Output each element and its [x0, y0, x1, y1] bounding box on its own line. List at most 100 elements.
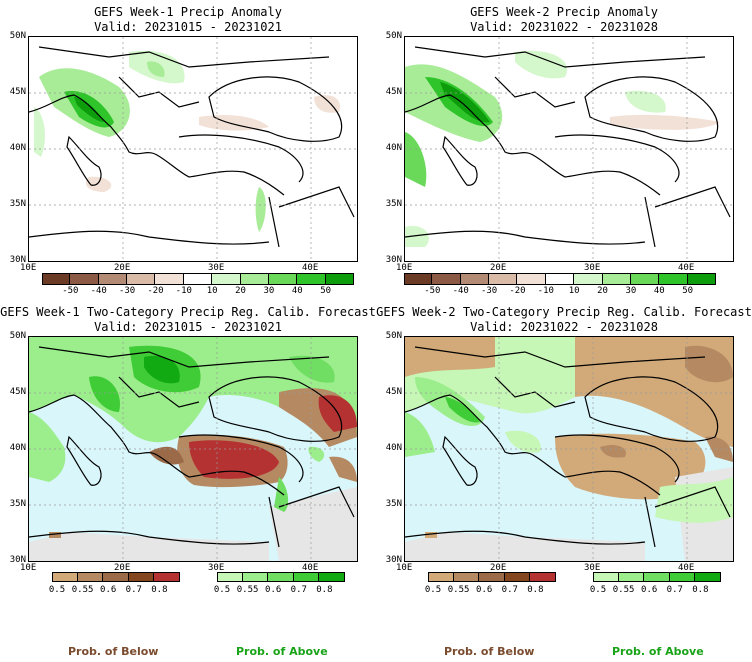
colorbar-label: -50	[424, 286, 441, 296]
colorbar-segment	[217, 572, 243, 582]
panel-week2-anomaly: GEFS Week-2 Precip Anomaly Valid: 202310…	[376, 0, 752, 300]
prob-below-colorbar	[428, 572, 556, 582]
panel-title: GEFS Week-2 Two-Category Precip Reg. Cal…	[376, 305, 752, 319]
lon-tick: 20E	[114, 263, 131, 273]
prob-below-label: Prob. of Below	[444, 645, 535, 658]
prob-below-colorbar-labels: 0.5 0.55 0.6 0.7 0.8	[49, 585, 180, 595]
colorbar-label: 0.55	[612, 585, 635, 595]
prob-below-colorbar	[52, 572, 180, 582]
colorbar-label: 0.5	[213, 585, 231, 595]
lon-tick: 40E	[302, 563, 319, 573]
lon-tick: 40E	[678, 263, 695, 273]
colorbar-label: -20	[509, 286, 526, 296]
panel-title: GEFS Week-1 Precip Anomaly	[94, 5, 282, 19]
colorbar-label: 0.5	[48, 585, 66, 595]
colorbar-segment	[128, 572, 155, 582]
colorbar-segment	[695, 572, 721, 582]
colorbar-label: 30	[625, 286, 637, 296]
lat-tick: 40N	[9, 143, 26, 153]
colorbar-segment	[687, 273, 716, 285]
colorbar-segment	[504, 572, 531, 582]
colorbar-label: 0.7	[125, 585, 142, 595]
colorbar-label: 30	[263, 286, 275, 296]
lon-tick: 10E	[20, 563, 37, 573]
colorbar-label: 0.7	[290, 585, 307, 595]
colorbar-label: 0.8	[316, 585, 333, 595]
colorbar-segment	[103, 572, 129, 582]
colorbar-label: 50	[682, 286, 694, 296]
colorbar-label: -20	[147, 286, 164, 296]
lon-tick: 10E	[396, 563, 413, 573]
colorbar-label: 40	[291, 286, 303, 296]
lon-tick: 20E	[490, 263, 507, 273]
colorbar-label: 0.8	[692, 585, 709, 595]
colorbar-label: -40	[90, 286, 107, 296]
colorbar-label: 0.6	[476, 585, 493, 595]
panel-title: GEFS Week-1 Two-Category Precip Reg. Cal…	[0, 305, 376, 319]
anomaly-colorbar-labels: -50 -40 -30 -20 -10 10 20 30 40 50	[404, 286, 716, 296]
prob-above-label: Prob. of Above	[236, 645, 328, 658]
colorbar-segment	[268, 273, 298, 285]
map-area	[404, 36, 734, 262]
prob-above-colorbar	[217, 572, 345, 582]
lon-tick: 30E	[208, 563, 225, 573]
anomaly-colorbar	[42, 273, 354, 285]
lon-tick: 30E	[584, 263, 601, 273]
colorbar-segment	[297, 273, 326, 285]
colorbar-segment	[183, 273, 213, 285]
panel-week1-probability: GEFS Week-1 Two-Category Precip Reg. Cal…	[0, 300, 376, 600]
lat-tick: 30N	[385, 255, 402, 265]
lon-tick: 10E	[20, 263, 37, 273]
lon-tick: 10E	[396, 263, 413, 273]
colorbar-segment	[517, 273, 546, 285]
colorbar-segment	[489, 273, 518, 285]
lat-tick: 50N	[9, 331, 26, 341]
colorbar-label: 0.8	[151, 585, 168, 595]
lat-tick: 40N	[385, 143, 402, 153]
lon-tick: 20E	[490, 563, 507, 573]
colorbar-segment	[319, 572, 345, 582]
colorbar-segment	[70, 273, 99, 285]
colorbar-segment	[98, 273, 128, 285]
colorbar-segment	[618, 572, 645, 582]
colorbar-label: -10	[175, 286, 192, 296]
colorbar-label: -50	[62, 286, 79, 296]
colorbar-segment	[630, 273, 660, 285]
panel-title: GEFS Week-2 Precip Anomaly	[470, 5, 658, 19]
lat-tick: 50N	[385, 31, 402, 41]
colorbar-segment	[602, 273, 631, 285]
colorbar-label: 50	[320, 286, 332, 296]
lon-tick: 40E	[302, 263, 319, 273]
colorbar-segment	[325, 273, 354, 285]
lon-tick: 30E	[584, 563, 601, 573]
prob-below-label: Prob. of Below	[68, 645, 159, 658]
colorbar-label: -40	[452, 286, 469, 296]
lat-tick: 45N	[9, 387, 26, 397]
lat-tick: 30N	[9, 255, 26, 265]
colorbar-segment	[669, 572, 696, 582]
colorbar-segment	[545, 273, 575, 285]
colorbar-label: 0.55	[236, 585, 259, 595]
colorbar-label: 0.6	[641, 585, 658, 595]
lat-tick: 45N	[385, 87, 402, 97]
colorbar-label: -30	[118, 286, 136, 296]
lon-tick: 20E	[114, 563, 131, 573]
map-area	[28, 36, 358, 262]
colorbar-label: 20	[235, 286, 246, 296]
lat-tick: 50N	[9, 31, 26, 41]
lat-tick: 40N	[385, 443, 402, 453]
colorbar-label: 10	[206, 286, 218, 296]
colorbar-segment	[240, 273, 269, 285]
colorbar-segment	[242, 572, 269, 582]
colorbar-segment	[155, 273, 184, 285]
colorbar-label: 0.6	[265, 585, 282, 595]
lat-tick: 40N	[9, 443, 26, 453]
colorbar-segment	[154, 572, 180, 582]
lat-tick: 45N	[9, 87, 26, 97]
panel-week2-probability: GEFS Week-2 Two-Category Precip Reg. Cal…	[376, 300, 752, 600]
colorbar-segment	[479, 572, 505, 582]
colorbar-segment	[212, 273, 241, 285]
colorbar-label: -10	[537, 286, 554, 296]
lat-tick: 45N	[385, 387, 402, 397]
colorbar-segment	[530, 572, 556, 582]
